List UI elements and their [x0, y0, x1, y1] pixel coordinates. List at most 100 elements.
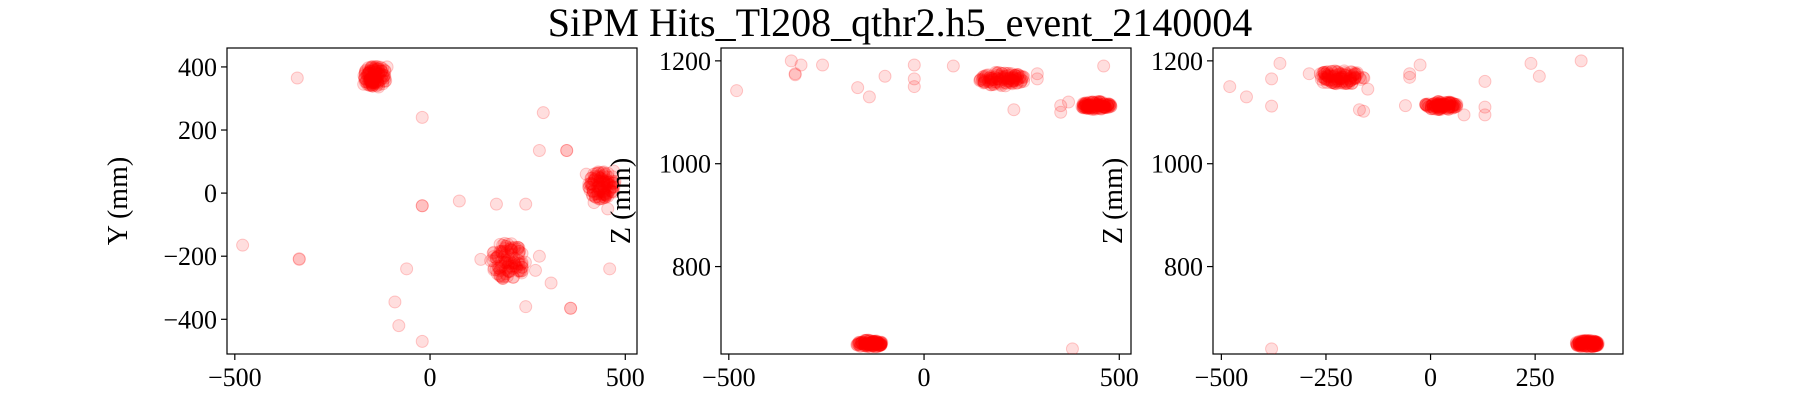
y-tick-label: 1000 [1151, 150, 1203, 179]
hit-point [493, 262, 507, 276]
hit-point [509, 258, 523, 272]
hit-point [1316, 66, 1330, 80]
hit-point [1097, 101, 1111, 115]
y-tick-label: 1200 [659, 47, 711, 76]
hit-point [1578, 334, 1592, 348]
hit-point [512, 257, 526, 271]
hit-point [1094, 98, 1108, 112]
hit-point [1420, 98, 1434, 112]
hit-point [474, 252, 488, 266]
hit-point [290, 71, 304, 85]
hit-point [1006, 74, 1020, 88]
hit-point [866, 334, 880, 348]
hit-point [861, 333, 875, 347]
hit-point [855, 335, 869, 349]
hit-point [495, 270, 509, 284]
hit-point [1097, 99, 1111, 113]
hit-point [366, 79, 380, 93]
hit-point [1573, 337, 1587, 351]
hit-point [1006, 75, 1020, 89]
hit-point [1081, 99, 1095, 113]
hit-point [863, 336, 877, 350]
hit-point [863, 334, 877, 348]
hit-point [365, 78, 379, 92]
hit-point [1103, 99, 1117, 113]
hit-point [1324, 73, 1338, 87]
hit-point [1103, 98, 1117, 112]
hit-point [907, 58, 921, 72]
hit-point [1313, 67, 1327, 81]
hit-point [874, 338, 888, 352]
hit-point [1446, 96, 1460, 110]
hit-point [372, 80, 386, 94]
hit-point [596, 176, 610, 190]
hit-point [986, 73, 1000, 87]
hit-point [1572, 337, 1586, 351]
hit-point [1321, 67, 1335, 81]
hit-point [865, 335, 879, 349]
hit-point [1432, 99, 1446, 113]
hit-point [1015, 70, 1029, 84]
hit-point [1569, 336, 1583, 350]
hit-point [1011, 68, 1025, 82]
hit-point [367, 77, 381, 91]
hit-point [598, 190, 612, 204]
hit-point [360, 73, 374, 87]
hit-point [1091, 101, 1105, 115]
hit-point [1572, 334, 1586, 348]
hit-point [564, 301, 578, 315]
hit-point [595, 166, 609, 180]
hit-point [1346, 69, 1360, 83]
hit-point [1441, 97, 1455, 111]
hit-point [493, 237, 507, 251]
hit-point [1588, 339, 1602, 353]
hit-point [582, 180, 596, 194]
hit-point [1003, 71, 1017, 85]
hit-point [498, 236, 512, 250]
hit-point [1433, 99, 1447, 113]
hit-point [1350, 66, 1364, 80]
hit-point [500, 249, 514, 263]
y-axis-label: Z (mm) [1098, 158, 1129, 244]
hit-point [850, 338, 864, 352]
hit-point [1398, 99, 1412, 113]
hit-point [607, 164, 621, 178]
hit-point [502, 264, 516, 278]
hit-point [504, 243, 518, 257]
hit-point [594, 171, 608, 185]
hit-point [505, 256, 519, 270]
hit-point [1575, 335, 1589, 349]
hit-point [364, 61, 378, 75]
hit-point [606, 185, 620, 199]
x-tick-label: −500 [1195, 363, 1249, 392]
hit-point [493, 264, 507, 278]
hit-point [1094, 101, 1108, 115]
hit-point [1587, 336, 1601, 350]
hit-point [1579, 334, 1593, 348]
hit-point [854, 336, 868, 350]
hit-point [363, 78, 377, 92]
hit-point [1419, 98, 1433, 112]
hit-point [1078, 98, 1092, 112]
hit-point [1433, 98, 1447, 112]
hit-point [593, 191, 607, 205]
hit-point [1403, 67, 1417, 81]
hit-point [1337, 72, 1351, 86]
hit-point [1085, 99, 1099, 113]
hit-point [1588, 339, 1602, 353]
hit-point [1083, 101, 1097, 115]
hit-point [1008, 69, 1022, 83]
hit-point [587, 174, 601, 188]
hit-point [599, 188, 613, 202]
hit-point [974, 72, 988, 86]
hit-point [368, 65, 382, 79]
hit-point [859, 337, 873, 351]
hit-point [1324, 69, 1338, 83]
hit-point [1093, 95, 1107, 109]
hit-point [1076, 96, 1090, 110]
hit-point [1579, 335, 1593, 349]
hit-point [990, 75, 1004, 89]
hit-point [865, 338, 879, 352]
hit-point [1088, 102, 1102, 116]
hit-point [1331, 65, 1345, 79]
